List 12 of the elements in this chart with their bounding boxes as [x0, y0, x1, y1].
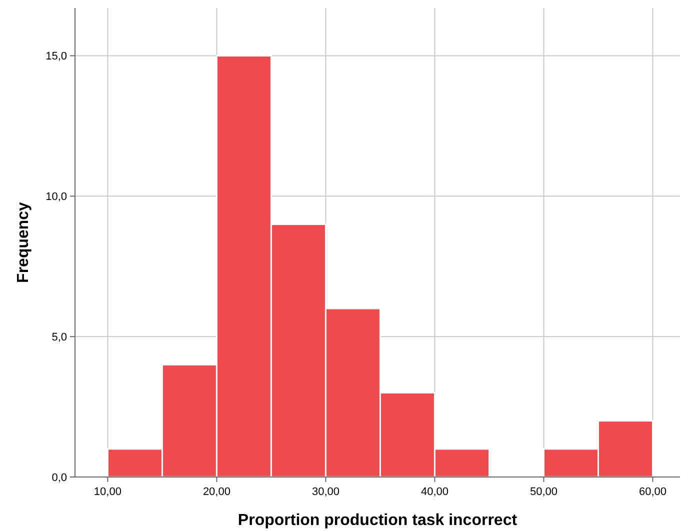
x-tick-label: 10,00 — [94, 486, 122, 498]
y-tick-label: 5,0 — [52, 331, 67, 344]
x-axis-title: Proportion production task incorrect — [238, 512, 518, 529]
x-tick-label: 30,00 — [312, 486, 340, 498]
x-tick-label: 20,00 — [202, 486, 230, 498]
x-tick-label: 50,00 — [530, 486, 558, 498]
y-tick-label: 0,0 — [52, 472, 67, 484]
x-tick-label: 60,00 — [638, 486, 667, 498]
y-tick-label: 10,0 — [46, 191, 67, 204]
y-axis-title: Frequency — [15, 202, 32, 283]
y-tick-label: 15,0 — [46, 50, 67, 63]
x-tick-label: 40,00 — [420, 486, 448, 498]
